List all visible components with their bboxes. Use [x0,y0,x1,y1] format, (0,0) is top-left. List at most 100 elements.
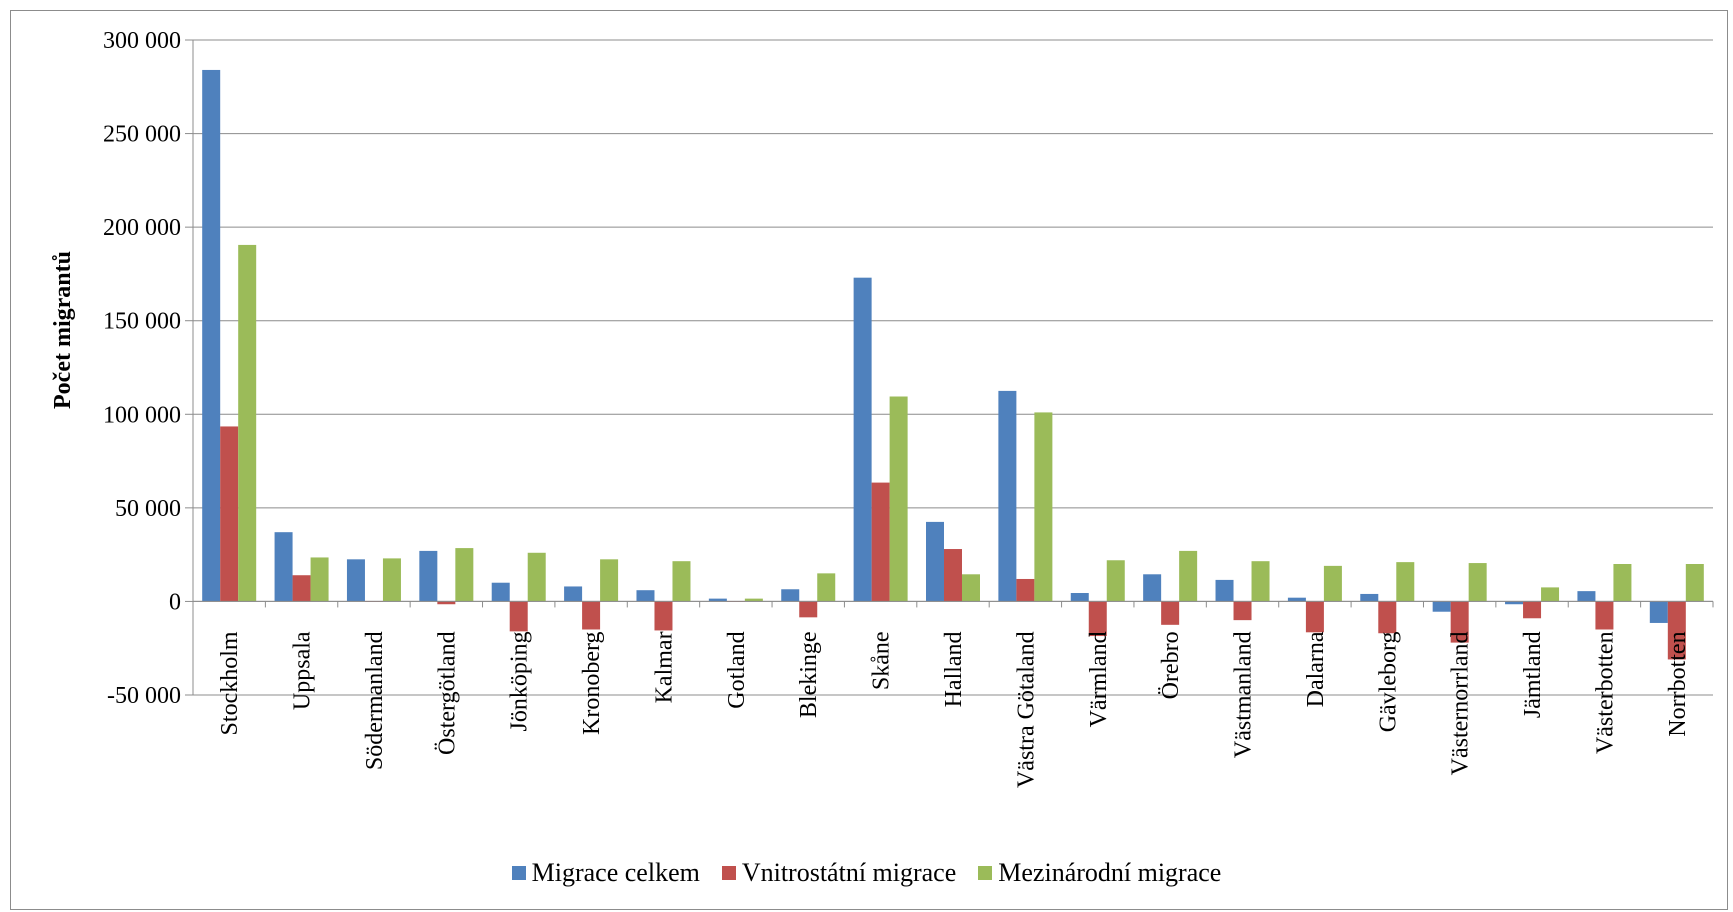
bar-1 [202,69,221,602]
bar-2 [1378,601,1397,634]
chart-frame [10,10,1728,910]
bar-1 [419,550,438,602]
bar-3 [889,396,908,602]
x-tick-label: Dalarna [1303,631,1329,707]
x-tick-label: Blekinge [796,631,822,718]
y-tick-label: -50 000 [107,683,181,709]
legend: Migrace celkem Vnitrostátní migrace Meziná… [0,858,1733,888]
legend-item: Vnitrostátní migrace [721,858,957,888]
x-tick-label: Kronoberg [579,631,605,735]
bar-3 [962,574,980,602]
y-axis-ticks: -50 000 0 50 000 100 000 150 000 200 000 250 0… [103,28,193,709]
bar-2 [871,482,890,602]
y-tick-label: 0 [169,589,181,615]
bar-2 [944,549,962,602]
bar-3 [238,244,257,602]
x-tick-label: Norrbotten [1665,631,1691,736]
bar-1 [1143,574,1162,602]
bar-1 [1287,597,1306,602]
bar-2 [1233,601,1252,621]
bar-2 [220,426,239,602]
bar-3 [1251,561,1270,602]
y-axis-title: Počet migrantů [50,251,76,409]
bar-1 [998,390,1017,602]
bar-1 [636,590,655,602]
bar-3 [310,557,329,602]
x-tick-label: Uppsala [290,631,316,710]
y-tick-label: 200 000 [103,215,181,241]
y-tick-label: 100 000 [103,402,181,428]
bars [202,69,1704,660]
bar-3 [455,548,474,602]
x-tick-label: Skåne [869,631,895,690]
x-tick-label: Halland [941,631,967,707]
legend-item: Migrace celkem [511,858,700,888]
y-tick-label: 150 000 [103,309,181,335]
bar-3 [744,598,763,602]
legend-label: Vnitrostátní migrace [741,858,957,887]
bar-3 [1396,562,1415,602]
bar-1 [491,582,510,602]
bar-2 [1305,601,1324,633]
bar-1 [926,521,944,602]
bar-2 [1595,601,1614,630]
x-tick-label: Örebro [1158,631,1184,699]
x-axis-labels: Stockholm Uppsala Södermanland Östergötland… [217,631,1691,788]
legend-swatch [721,866,736,880]
x-tick-label: Östergötland [434,631,460,755]
legend-item: Mezinárodní migrace [978,858,1221,888]
bar-2 [1667,601,1686,660]
bar-1 [1215,579,1234,602]
bar-1 [1649,601,1668,623]
bar-2 [799,601,818,618]
x-tick-label: Kalmar [651,631,677,703]
x-tick-label: Västmanland [1231,631,1257,758]
x-tick-label: Västerbotten [1592,631,1618,754]
bar-2 [654,601,673,631]
bar-3 [1179,550,1198,602]
bar-2 [292,575,311,602]
bar-3 [382,558,401,602]
bar-1 [708,598,727,602]
bar-1 [274,532,293,602]
bar-1 [853,277,872,602]
x-tick-label: Jämtland [1520,631,1546,718]
bar-2 [1016,578,1035,602]
legend-label: Migrace celkem [531,858,700,887]
bar-1 [1432,601,1451,612]
bar-1 [1577,591,1596,602]
bar-2 [437,601,456,605]
x-tick-label: Jönköping [507,631,533,731]
bar-2 [1450,601,1469,643]
legend-swatch [511,866,526,880]
legend-swatch [978,866,993,880]
bar-3 [1541,587,1560,602]
x-tick-label: Gävleborg [1375,631,1401,732]
bar-1 [1360,593,1379,602]
x-tick-label: Gotland [724,631,750,708]
bar-3 [1323,565,1342,602]
y-tick-label: 250 000 [103,122,181,148]
x-tick-label: Västra Götaland [1013,631,1039,788]
bar-1 [564,586,583,602]
legend-label: Mezinárodní migrace [998,858,1222,887]
x-tick-label: Södermanland [362,631,388,770]
x-tick-label: Värmland [1086,631,1112,727]
bar-3 [1685,564,1704,602]
bar-3 [1468,563,1487,602]
y-tick-label: 300 000 [103,28,181,54]
bar-1 [1070,593,1089,602]
bar-2 [1523,601,1542,619]
bar-2 [582,601,601,630]
bar-3 [1106,560,1125,602]
bar-3 [1613,564,1632,602]
bar-1 [1505,601,1524,605]
x-tick-label: Västernorrland [1448,631,1474,775]
bar-3 [600,559,619,602]
bar-3 [1034,412,1053,602]
axes [192,40,1714,695]
bar-3 [527,552,546,602]
bar-1 [781,589,800,602]
bar-1 [346,559,365,602]
